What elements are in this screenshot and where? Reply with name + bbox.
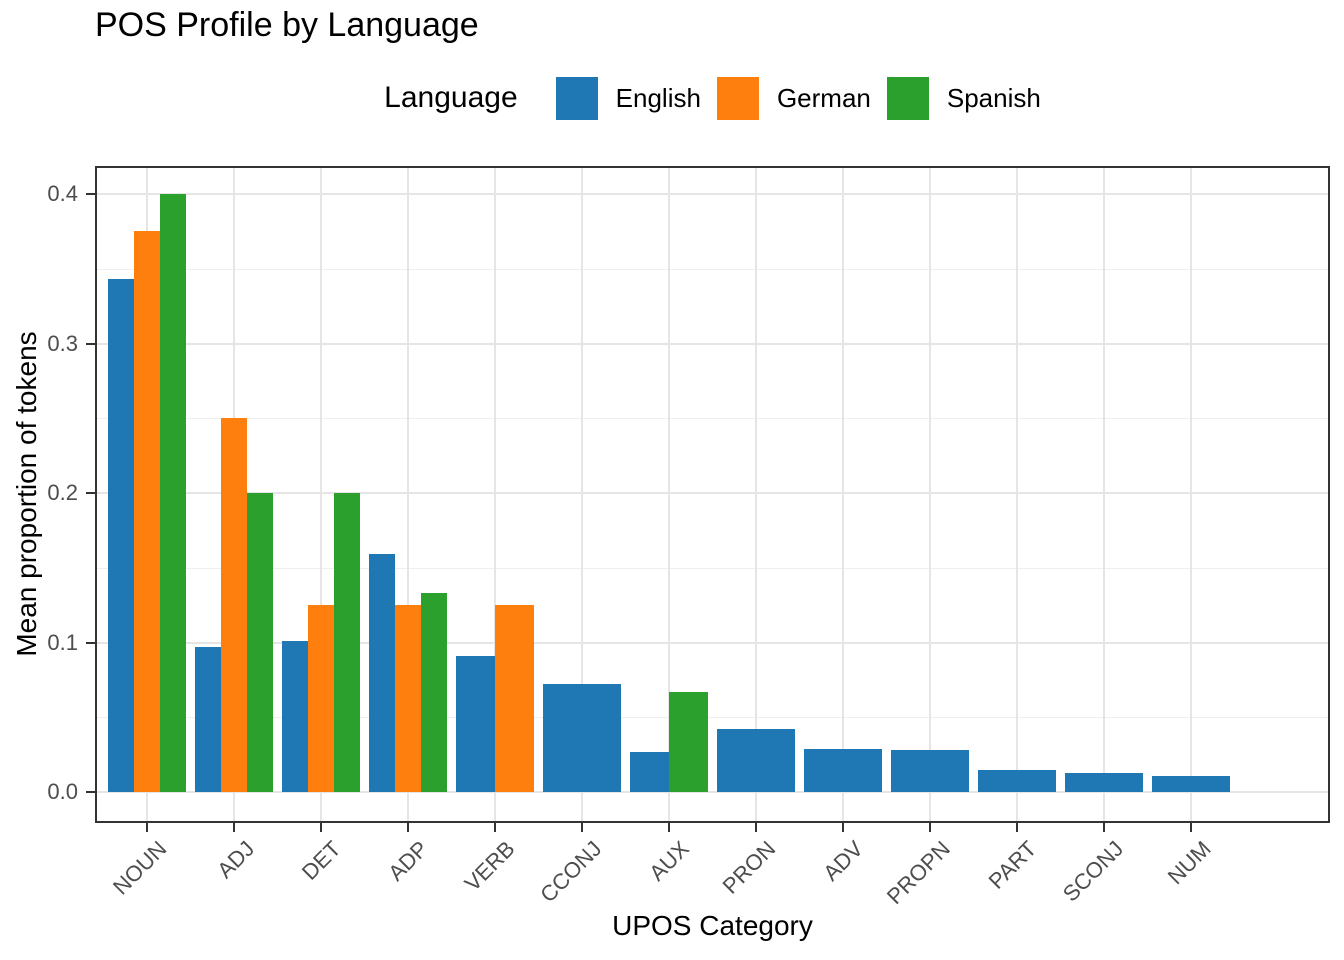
bar-adj-german [221,418,248,792]
bar-noun-spanish [160,194,187,792]
x-tick-label-propn: PROPN [881,836,955,910]
legend-label-english: English [615,82,701,113]
y-tick-label-0.4: 0.4 [47,181,78,206]
y-tick-label-0.3: 0.3 [47,330,78,356]
bar-adp-english [368,554,396,792]
bar-adv-english [803,749,883,792]
x-tick-adv [841,823,844,832]
bar-noun-english [108,279,135,792]
gridline-x-det [320,168,323,821]
x-tick-label-num: NUM [1162,836,1216,890]
x-tick-label-adv: ADV [817,836,868,886]
y-tick-0.1 [86,641,95,644]
legend-label-german: German [776,82,871,113]
x-tick-label-det: DET [297,836,346,885]
bar-det-spanish [334,493,361,792]
x-tick-aux [668,823,670,832]
bar-cconj-english [542,684,622,792]
x-tick-label-cconj: CCONJ [535,836,607,908]
y-tick-0.4 [86,193,95,195]
gridline-x-pron [754,168,757,821]
x-tick-label-verb: VERB [459,836,520,897]
x-tick-label-adj: ADJ [211,836,259,884]
bar-adj-english [195,647,222,792]
gridline-y-0.4 [97,193,1328,195]
gridline-y-0.1 [97,641,1328,644]
gridline-x-verb [494,168,497,821]
bar-det-german [308,605,335,792]
gridline-x-aux [668,168,670,821]
x-tick-part [1015,823,1018,832]
y-tick-label-0: 0.0 [47,779,78,804]
y-tick-0.2 [86,492,95,494]
gridline-y-minor-0.15 [97,567,1328,569]
chart-title: POS Profile by Language [95,6,479,44]
legend-title: Language [384,81,518,114]
x-tick-num [1189,823,1192,832]
gridline-x-adp [407,168,410,821]
legend-item-german: German [716,76,871,120]
x-tick-label-part: PART [983,836,1042,894]
y-tick-label-0.2: 0.2 [47,480,78,505]
x-tick-adp [407,823,410,832]
gridline-x-propn [928,168,931,821]
bar-verb-german [495,605,535,792]
x-tick-noun [146,823,149,832]
gridline-y-minor-0.25 [97,418,1328,420]
legend-item-english: English [555,76,701,120]
gridline-x-sconj [1102,168,1105,821]
gridline-x-adv [841,168,844,821]
legend: Language English German Spanish [95,74,1330,122]
x-tick-det [320,823,323,832]
bar-sconj-english [1064,773,1144,792]
gridline-x-part [1015,168,1018,821]
y-axis-title: Mean proportion of tokens [11,331,42,657]
bar-pron-english [716,729,796,792]
legend-swatch-german [716,76,759,120]
x-tick-verb [494,823,497,832]
x-tick-label-pron: PRON [718,836,781,899]
x-tick-sconj [1102,823,1105,832]
x-axis-title: UPOS Category [612,910,813,941]
y-tick-0 [86,791,95,793]
plot-panel [95,166,1330,823]
gridline-y-0.2 [97,492,1328,494]
gridline-y-0.3 [97,342,1328,345]
x-tick-pron [754,823,757,832]
x-tick-cconj [581,823,584,832]
x-tick-propn [928,823,931,832]
bar-aux-english [629,752,669,792]
bar-adj-spanish [247,493,274,792]
gridline-x-cconj [581,168,584,821]
legend-swatch-spanish [886,76,929,120]
x-tick-label-aux: AUX [644,836,694,886]
x-tick-label-adp: ADP [383,836,433,886]
bar-propn-english [890,750,970,792]
y-tick-0.3 [86,342,95,345]
bar-verb-english [455,656,496,792]
x-tick-adj [233,823,236,832]
bar-adp-spanish [421,593,448,792]
gridline-y-minor-0.35 [97,268,1328,270]
bar-det-english [281,641,309,792]
gridline-y-0 [97,791,1328,793]
legend-item-spanish: Spanish [886,76,1041,120]
bar-num-english [1151,776,1230,792]
legend-swatch-english [555,76,598,120]
bar-part-english [977,770,1057,792]
x-tick-label-sconj: SCONJ [1058,836,1129,907]
legend-label-spanish: Spanish [946,82,1041,113]
y-tick-label-0.1: 0.1 [47,629,78,655]
gridline-x-num [1189,168,1192,821]
bar-noun-german [134,231,161,792]
gridline-y-minor-0.05 [97,717,1328,719]
x-tick-label-noun: NOUN [108,836,172,900]
bar-aux-spanish [669,692,709,792]
bar-adp-german [395,605,422,792]
